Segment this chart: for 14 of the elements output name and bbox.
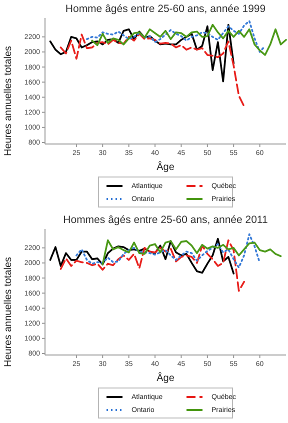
y-axis-title: Heures annuelles totales	[3, 46, 14, 156]
line-series	[49, 24, 235, 82]
chart-title: Hommes âgés entre 25-60 ans, année 2011	[63, 214, 268, 226]
line-series	[76, 233, 261, 268]
chart-title: Homme âgés entre 25-60 ans, année 1999	[65, 3, 266, 15]
line-series	[102, 239, 282, 266]
line-series	[60, 239, 245, 292]
x-axis-title: Âge	[156, 161, 175, 173]
x-axis-title: Âge	[156, 372, 175, 384]
line-series	[91, 24, 287, 56]
line-series	[60, 32, 245, 108]
y-axis-title: Heures annuelles totales	[3, 256, 14, 368]
line-series	[86, 20, 266, 53]
line-series	[49, 238, 235, 274]
